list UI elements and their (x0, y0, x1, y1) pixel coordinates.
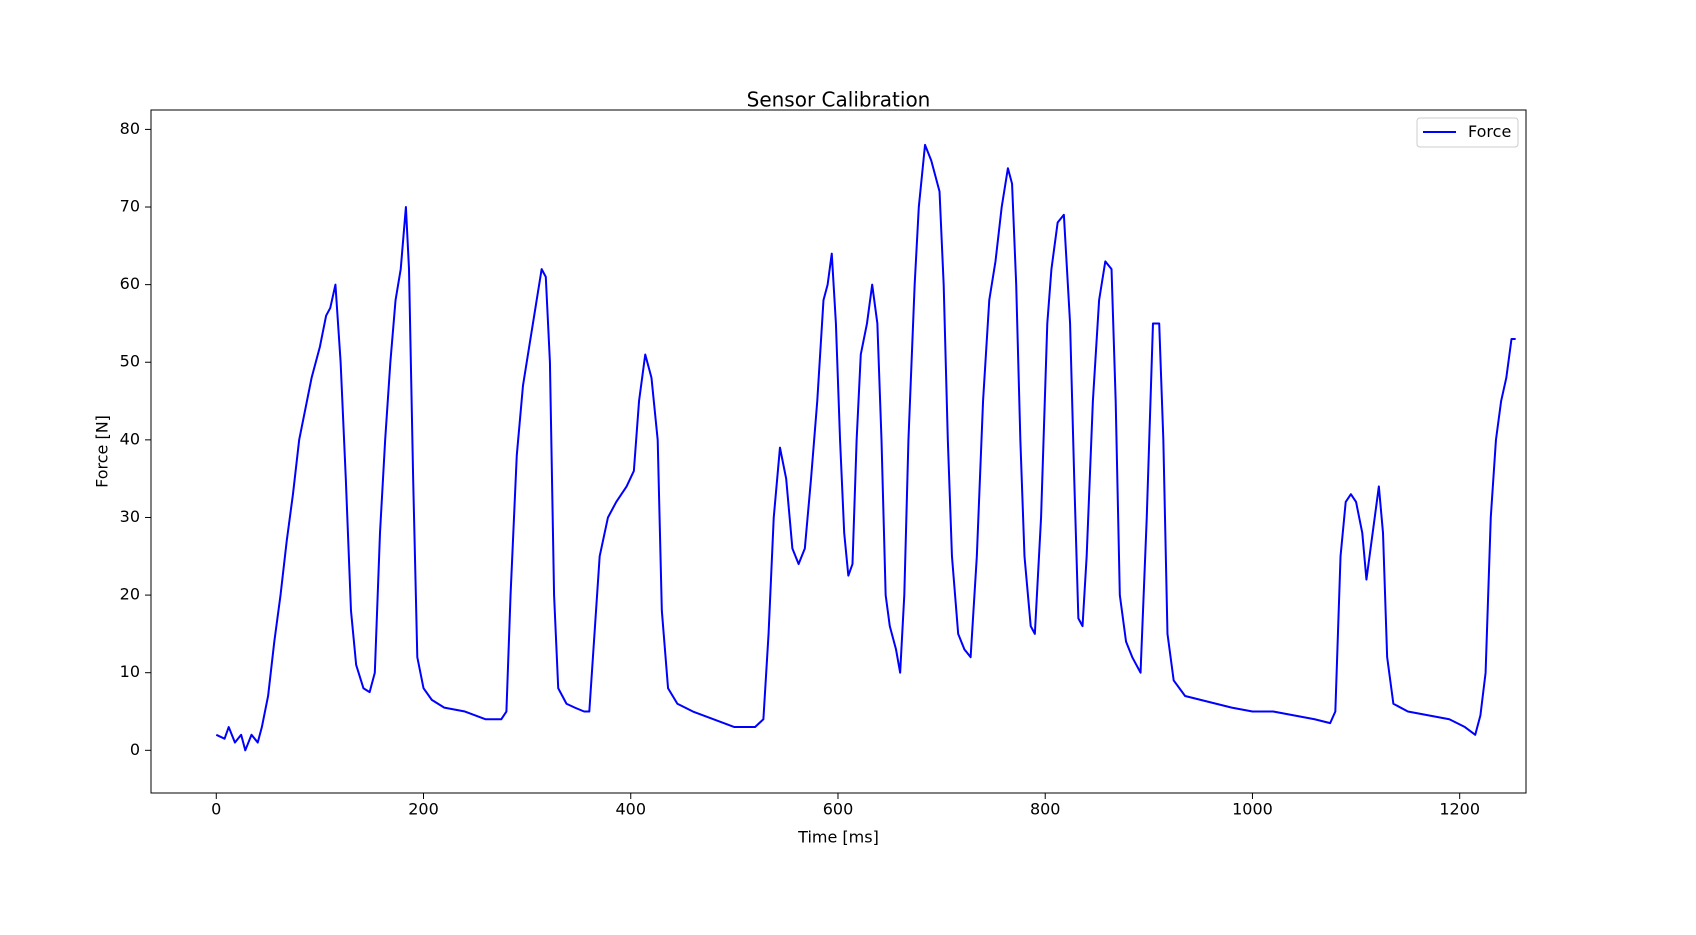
x-tick-label: 800 (1030, 800, 1061, 819)
y-tick-label: 10 (120, 662, 140, 681)
y-axis: 0 10 20 30 40 50 60 70 80 (120, 119, 151, 759)
y-axis-label: Force [N] (93, 415, 112, 488)
x-tick-label: 400 (615, 800, 646, 819)
plot-frame (150, 109, 1527, 794)
y-tick-label: 40 (120, 429, 140, 448)
y-tick-label: 60 (120, 274, 140, 293)
y-tick-label: 50 (120, 352, 140, 371)
y-tick-label: 0 (130, 740, 140, 759)
series-line-force (215, 143, 1516, 752)
x-axis-label: Time [ms] (797, 828, 879, 847)
series-layer (215, 143, 1516, 752)
y-tick-label: 80 (120, 119, 140, 138)
x-tick-label: 200 (408, 800, 439, 819)
x-axis: 0 200 400 600 800 1000 1200 (211, 793, 1480, 819)
y-tick-label: 20 (120, 585, 140, 604)
legend: Force (1416, 117, 1519, 148)
x-tick-label: 600 (823, 800, 854, 819)
chart-title: Sensor Calibration (747, 88, 931, 112)
x-tick-label: 1000 (1232, 800, 1273, 819)
legend-label-force: Force (1468, 122, 1511, 141)
legend-box (1416, 117, 1519, 148)
y-tick-label: 30 (120, 507, 140, 526)
x-tick-label: 1200 (1439, 800, 1480, 819)
x-tick-label: 0 (211, 800, 221, 819)
y-tick-label: 70 (120, 197, 140, 216)
